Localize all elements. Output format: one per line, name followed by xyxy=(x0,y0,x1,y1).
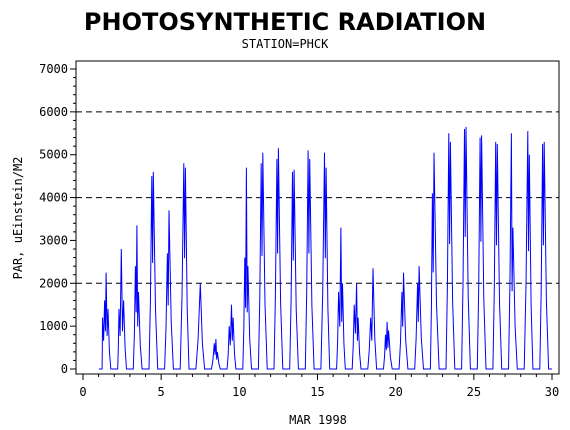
plot-frame xyxy=(75,60,560,375)
x-tick-label-30: 30 xyxy=(545,385,559,399)
chart-subtitle: STATION=PHCK xyxy=(242,37,329,51)
y-tick-label-7000: 7000 xyxy=(39,62,68,76)
chart-title: PHOTOSYNTHETIC RADIATION xyxy=(84,8,486,36)
series-group xyxy=(98,126,552,370)
x-tick-label-5: 5 xyxy=(158,385,165,399)
y-tick-label-4000: 4000 xyxy=(39,191,68,205)
x-axis-label: MAR 1998 xyxy=(289,413,347,427)
x-tick-label-20: 20 xyxy=(388,385,402,399)
y-axis-label: PAR, uEinstein/M2 xyxy=(11,157,25,280)
x-tick-label-15: 15 xyxy=(310,385,324,399)
y-tick-label-2000: 2000 xyxy=(39,276,68,290)
x-tick-label-0: 0 xyxy=(79,385,86,399)
y-tick-label-3000: 3000 xyxy=(39,233,68,247)
y-tick-label-0: 0 xyxy=(61,362,68,376)
y-tick-label-1000: 1000 xyxy=(39,319,68,333)
x-axis-ticks: 0 5 10 15 20 25 30 xyxy=(79,374,559,399)
x-tick-label-25: 25 xyxy=(467,385,481,399)
x-tick-label-10: 10 xyxy=(232,385,246,399)
par-series-line xyxy=(98,126,552,370)
y-axis-ticks: 0 1000 2000 3000 4000 5000 6000 7000 xyxy=(39,62,76,376)
y-tick-label-6000: 6000 xyxy=(39,105,68,119)
y-tick-label-5000: 5000 xyxy=(39,148,68,162)
reference-lines xyxy=(76,111,559,284)
